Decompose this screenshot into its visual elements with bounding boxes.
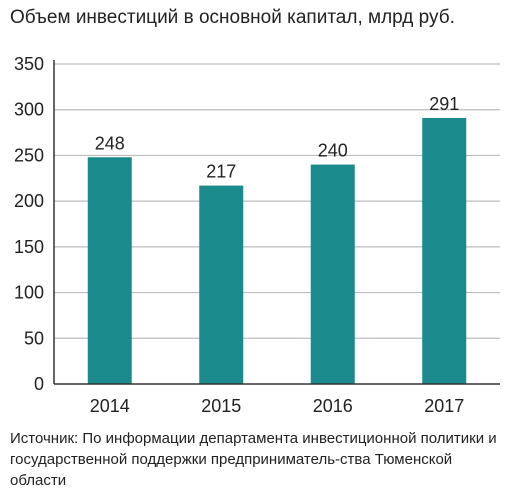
y-tick-label: 150 (14, 237, 44, 257)
data-label: 248 (95, 133, 125, 153)
x-tick-label: 2015 (201, 396, 241, 416)
y-tick-label: 200 (14, 191, 44, 211)
y-tick-label: 50 (24, 328, 44, 348)
y-tick-label: 100 (14, 283, 44, 303)
data-labels: 248 217 240 291 (95, 94, 460, 182)
x-axis-ticks: 2014 2015 2016 2017 (90, 396, 465, 416)
x-tick-label: 2017 (424, 396, 464, 416)
data-label: 217 (206, 162, 236, 182)
x-tick-label: 2016 (313, 396, 353, 416)
chart-title: Объем инвестиций в основной капитал, млр… (10, 7, 455, 28)
bar (310, 164, 355, 384)
y-tick-label: 0 (34, 374, 44, 394)
y-axis-ticks: 0 50 100 150 200 250 300 350 (14, 54, 44, 394)
x-tick-label: 2014 (90, 396, 130, 416)
source-note: Источник: По информации департамента инв… (10, 430, 497, 489)
bar (87, 157, 132, 384)
data-label: 291 (429, 94, 459, 114)
y-tick-label: 350 (14, 54, 44, 74)
data-label: 240 (318, 141, 348, 161)
bars (87, 117, 467, 384)
y-tick-label: 250 (14, 145, 44, 165)
y-tick-label: 300 (14, 100, 44, 120)
bar (199, 185, 244, 384)
bar (422, 117, 467, 384)
